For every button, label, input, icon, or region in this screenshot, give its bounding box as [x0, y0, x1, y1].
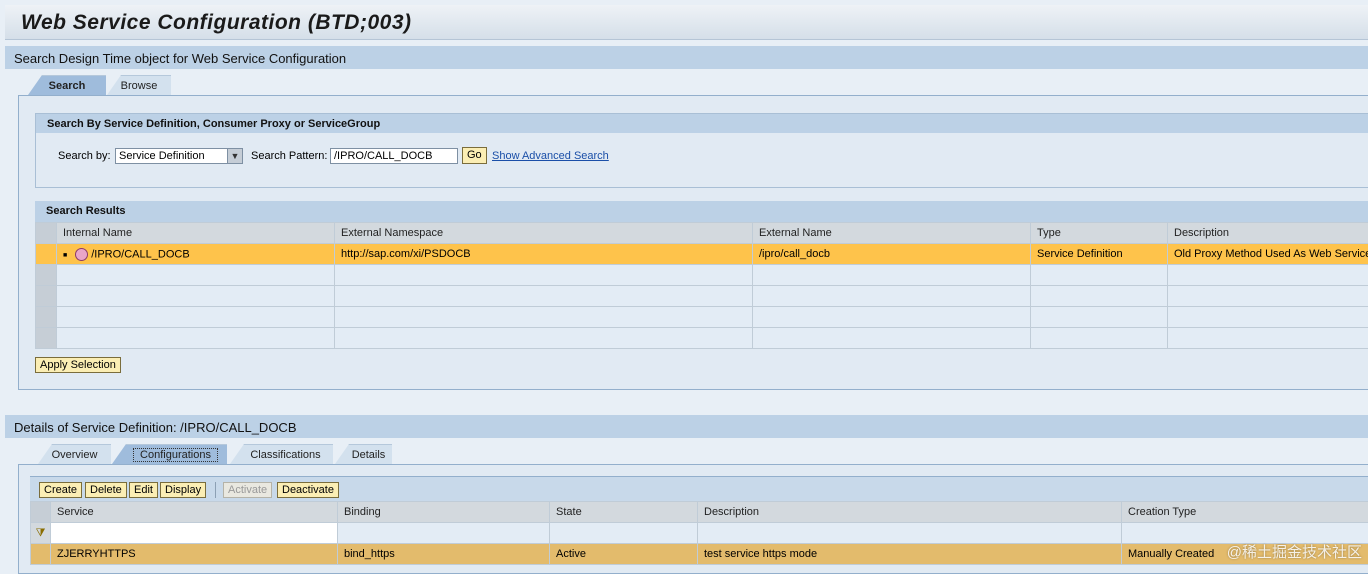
search-pattern-input[interactable]: /IPRO/CALL_DOCB	[330, 148, 458, 164]
page-title: Web Service Configuration (BTD;003)	[21, 11, 412, 35]
filter-icon[interactable]: ⧩	[31, 523, 51, 544]
column-header[interactable]: External Name	[753, 223, 1031, 244]
display-button[interactable]: Display	[160, 482, 206, 498]
service-definition-icon	[75, 248, 88, 261]
row-selector[interactable]	[36, 244, 57, 265]
apply-selection-button[interactable]: Apply Selection	[35, 357, 121, 373]
tab-details[interactable]: Details	[335, 444, 392, 464]
external-name: /ipro/call_docb	[753, 244, 1031, 265]
table-header-row: Internal Name External Namespace Externa…	[36, 223, 1368, 244]
column-header[interactable]: State	[550, 502, 698, 523]
table-row	[36, 286, 1368, 307]
filter-row: ⧩	[31, 523, 1368, 544]
search-results-table: Internal Name External Namespace Externa…	[35, 222, 1368, 349]
tab-browse[interactable]: Browse	[107, 75, 171, 95]
type: Service Definition	[1031, 244, 1168, 265]
search-group-title: Search By Service Definition, Consumer P…	[36, 114, 1368, 133]
search-results-title: Search Results	[35, 201, 1368, 222]
watermark: @稀土掘金技术社区	[1227, 541, 1362, 562]
tab-classifications[interactable]: Classifications	[230, 444, 333, 464]
tab-search[interactable]: Search	[28, 75, 106, 95]
search-section-header: Search Design Time object for Web Servic…	[5, 46, 1368, 69]
table-row	[36, 265, 1368, 286]
show-advanced-search-link[interactable]: Show Advanced Search	[492, 150, 609, 162]
select-all-cell[interactable]	[36, 223, 57, 244]
table-row	[36, 307, 1368, 328]
chevron-down-icon[interactable]: ▼	[227, 148, 243, 164]
binding: bind_https	[338, 544, 550, 565]
table-row	[36, 328, 1368, 349]
column-header[interactable]: Binding	[338, 502, 550, 523]
table-row[interactable]: ■ /IPRO/CALL_DOCB http://sap.com/xi/PSDOC…	[36, 244, 1368, 265]
column-header[interactable]: Description	[698, 502, 1122, 523]
configurations-table: Service Binding State Description Creati…	[30, 501, 1368, 565]
internal-name: /IPRO/CALL_DOCB	[91, 248, 189, 260]
search-by-select[interactable]: Service Definition	[115, 148, 228, 164]
delete-button[interactable]: Delete	[85, 482, 127, 498]
row-selector[interactable]	[31, 544, 51, 565]
description: Old Proxy Method Used As Web Service	[1168, 244, 1368, 265]
column-header[interactable]: Creation Type	[1122, 502, 1368, 523]
column-header[interactable]: Type	[1031, 223, 1168, 244]
column-header[interactable]: Internal Name	[57, 223, 335, 244]
activate-button: Activate	[223, 482, 272, 498]
deactivate-button[interactable]: Deactivate	[277, 482, 339, 498]
column-header[interactable]: Description	[1168, 223, 1368, 244]
create-button[interactable]: Create	[39, 482, 82, 498]
details-section-header: Details of Service Definition: /IPRO/CAL…	[5, 415, 1368, 438]
tab-configurations[interactable]: Configurations	[112, 444, 227, 464]
title-bar: Web Service Configuration (BTD;003)	[5, 5, 1368, 40]
service-filter-input[interactable]	[51, 523, 338, 544]
column-header[interactable]: External Namespace	[335, 223, 753, 244]
table-row[interactable]: ZJERRYHTTPS bind_https Active test servi…	[31, 544, 1368, 565]
toolbar-separator	[215, 482, 216, 498]
column-header[interactable]: Service	[51, 502, 338, 523]
service: ZJERRYHTTPS	[51, 544, 338, 565]
description: test service https mode	[698, 544, 1122, 565]
edit-button[interactable]: Edit	[129, 482, 158, 498]
external-namespace: http://sap.com/xi/PSDOCB	[335, 244, 753, 265]
tab-overview[interactable]: Overview	[38, 444, 111, 464]
search-by-label: Search by:	[58, 150, 111, 162]
go-button[interactable]: Go	[462, 147, 487, 164]
search-pattern-label: Search Pattern:	[251, 150, 327, 162]
state: Active	[550, 544, 698, 565]
bullet-icon: ■	[63, 252, 67, 259]
table-header-row: Service Binding State Description Creati…	[31, 502, 1368, 523]
